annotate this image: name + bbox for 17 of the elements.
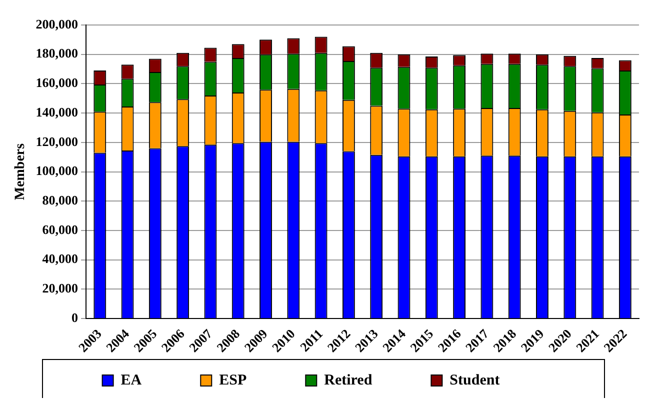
y-tick-label: 40,000 xyxy=(42,251,78,266)
y-tick-label: 0 xyxy=(72,310,78,325)
legend-label: ESP xyxy=(219,372,292,388)
y-tick-label: 60,000 xyxy=(42,222,78,237)
legend-label: Student xyxy=(450,372,545,388)
y-tick-label: 20,000 xyxy=(42,280,78,296)
legend-label: EA xyxy=(120,372,187,388)
y-axis-title: Members xyxy=(13,142,28,200)
y-tick-label: 160,000 xyxy=(36,75,78,90)
y-tick-label: 140,000 xyxy=(36,104,78,120)
y-tick-label: 120,000 xyxy=(36,134,78,149)
y-tick-label: 80,000 xyxy=(42,192,78,208)
y-tick-label: 100,000 xyxy=(36,163,78,178)
x-tick-label: 2011 xyxy=(297,326,326,354)
y-tick-label: 200,000 xyxy=(36,16,78,32)
y-tick-label: 180,000 xyxy=(36,46,78,61)
legend-label: Retired xyxy=(324,372,418,388)
